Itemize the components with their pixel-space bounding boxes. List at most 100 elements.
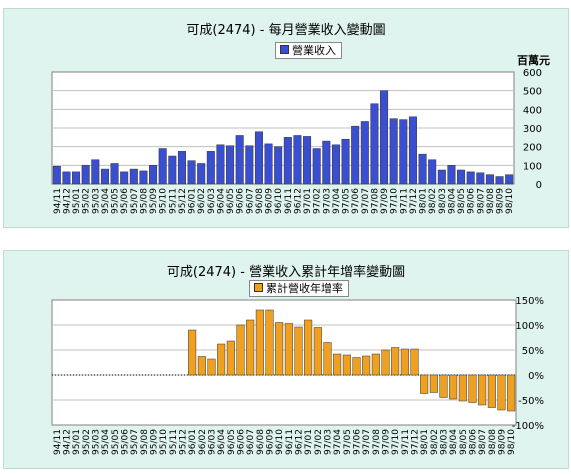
x-tick-label: 96/01 — [188, 429, 198, 455]
bar — [437, 169, 446, 185]
x-tick-label: 96/08 — [256, 429, 266, 455]
bar — [478, 374, 487, 406]
bar — [139, 170, 148, 185]
bar — [120, 171, 129, 185]
x-tick-label: 98/07 — [476, 188, 486, 214]
bar — [371, 353, 380, 376]
x-tick-label: 96/05 — [227, 429, 237, 455]
bar — [187, 160, 196, 185]
x-tick-label: 98/02 — [428, 188, 438, 214]
x-tick-label: 97/07 — [362, 429, 372, 455]
x-tick-label: 95/01 — [72, 188, 82, 214]
y-tick-label: 100% — [515, 321, 544, 332]
bar — [497, 374, 506, 411]
bar — [341, 138, 350, 185]
bar — [507, 374, 516, 412]
x-tick-label: 96/01 — [188, 188, 198, 214]
bar — [505, 174, 514, 185]
y-tick-label: 150% — [515, 296, 544, 307]
bar — [468, 374, 477, 403]
x-tick-label: 97/04 — [333, 429, 343, 455]
bar — [322, 140, 331, 185]
bar — [197, 356, 206, 376]
bar — [389, 118, 398, 185]
bar — [400, 348, 409, 376]
x-tick-label: 98/08 — [486, 188, 496, 214]
x-tick-label: 95/07 — [130, 429, 140, 455]
x-tick-label: 96/07 — [245, 188, 255, 214]
bar — [293, 135, 302, 185]
bar — [235, 135, 244, 185]
x-tick-label: 97/04 — [332, 188, 342, 214]
bar — [342, 354, 351, 376]
bar — [391, 347, 400, 376]
x-tick-label: 97/05 — [343, 429, 353, 455]
x-tick-label: 95/04 — [101, 188, 111, 214]
x-tick-label: 98/08 — [488, 429, 498, 455]
x-tick-label: 95/10 — [159, 429, 169, 455]
bar — [62, 171, 71, 185]
legend-swatch — [254, 283, 263, 292]
bar — [323, 342, 332, 376]
x-tick-label: 96/03 — [208, 429, 218, 455]
bar — [331, 144, 340, 185]
x-tick-label: 94/12 — [62, 188, 72, 214]
x-tick-label: 95/03 — [91, 188, 101, 214]
x-tick-label: 95/03 — [92, 429, 102, 455]
y-tick-label: 200 — [523, 143, 542, 154]
x-tick-label: 98/06 — [469, 429, 479, 455]
x-tick-label: 97/03 — [322, 188, 332, 214]
x-tick-label: 97/03 — [324, 429, 334, 455]
x-tick-label: 97/01 — [304, 429, 314, 455]
x-tick-label: 96/06 — [236, 188, 246, 214]
x-tick-label: 95/05 — [111, 429, 121, 455]
chart-title: 可成(2474) - 每月營業收入變動圖 — [186, 23, 386, 38]
bar — [81, 165, 90, 185]
x-tick-label: 95/08 — [140, 429, 150, 455]
bar — [476, 172, 485, 185]
x-tick-label: 94/11 — [53, 188, 63, 214]
x-tick-label: 98/05 — [459, 429, 469, 455]
bar — [236, 324, 245, 376]
x-tick-label: 95/09 — [150, 429, 160, 455]
bar — [351, 125, 360, 185]
bar — [418, 153, 427, 185]
x-tick-label: 97/11 — [401, 429, 411, 455]
bar — [284, 323, 293, 376]
bar — [420, 374, 429, 394]
bar — [466, 171, 475, 185]
x-tick-label: 97/08 — [370, 188, 380, 214]
bar — [206, 151, 215, 185]
bar — [226, 340, 235, 376]
bar — [254, 131, 263, 185]
bar — [158, 148, 167, 185]
bar — [410, 348, 419, 376]
x-tick-label: 97/05 — [342, 188, 352, 214]
growth-bar-chart: -100%-50%0%50%100%150%94/11 94/12 95/01 95/… — [51, 296, 544, 455]
bar — [217, 343, 226, 376]
x-tick-label: 97/10 — [390, 188, 400, 214]
growth-chart-panel: 可成(2474) - 營業收入累計年增率變動圖 累計營收年增率 -100% -50… — [3, 250, 569, 469]
x-tick-label: 96/10 — [274, 188, 284, 214]
x-tick-label: 94/12 — [63, 429, 73, 455]
x-tick-label: 95/01 — [72, 429, 82, 455]
bar — [197, 163, 206, 185]
bar — [149, 165, 158, 185]
bar — [447, 165, 456, 185]
x-tick-label: 96/09 — [266, 429, 276, 455]
x-tick-label: 95/06 — [121, 429, 131, 455]
bar — [110, 163, 119, 185]
x-tick-label: 97/07 — [361, 188, 371, 214]
x-tick-label: 98/06 — [467, 188, 477, 214]
bar — [303, 136, 312, 185]
legend-swatch — [280, 45, 289, 54]
y-tick-label: 400 — [523, 105, 542, 116]
bar — [207, 358, 216, 376]
bar — [380, 90, 389, 185]
x-tick-label: 96/11 — [284, 188, 294, 214]
x-tick-label: 98/09 — [498, 429, 508, 455]
x-tick-label: 97/09 — [380, 188, 390, 214]
bar — [264, 143, 273, 185]
x-tick-label: 98/01 — [419, 188, 429, 214]
